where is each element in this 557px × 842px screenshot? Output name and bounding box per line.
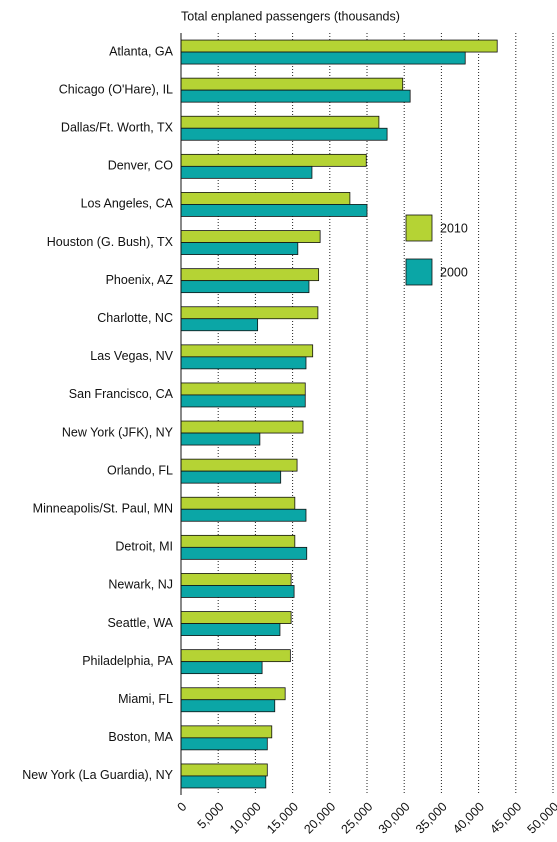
bar [180, 77, 404, 91]
y-tick-label: Chicago (O'Hare), IL [59, 82, 173, 96]
bar [180, 115, 380, 129]
legend-swatch [405, 258, 433, 286]
bar [180, 699, 276, 713]
bar [180, 192, 351, 205]
bar [180, 611, 292, 624]
bar [180, 687, 286, 701]
y-tick-label: Houston (G. Bush), TX [47, 235, 174, 249]
y-tick-label: San Francisco, CA [69, 387, 174, 401]
legend-label: 2010 [440, 221, 468, 235]
bar [180, 649, 291, 663]
bar [180, 153, 367, 167]
bar [180, 89, 411, 103]
bar [180, 763, 268, 777]
bar [180, 204, 368, 217]
bar [180, 737, 268, 751]
bar [180, 280, 310, 294]
legend-label: 2000 [440, 265, 468, 279]
bar [180, 534, 296, 548]
legend-swatch [405, 214, 433, 242]
bar [180, 573, 292, 586]
y-tick-label: Philadelphia, PA [82, 654, 173, 668]
bar [180, 39, 498, 53]
bar [180, 268, 320, 282]
y-tick-label: New York (JFK), NY [62, 425, 174, 439]
x-tick-label: 15,000 [264, 800, 301, 837]
bar [180, 306, 319, 320]
y-tick-label: New York (La Guardia), NY [22, 768, 173, 782]
y-tick-label: Dallas/Ft. Worth, TX [61, 121, 174, 135]
bar [180, 623, 281, 636]
bar [180, 661, 263, 675]
bar [180, 230, 321, 243]
x-tick-label: 40,000 [450, 800, 487, 837]
x-tick-label: 45,000 [487, 800, 524, 837]
bar [180, 585, 295, 598]
y-tick-label: Miami, FL [118, 692, 173, 706]
bar [180, 318, 259, 332]
x-tick-label: 25,000 [339, 800, 376, 837]
bar [180, 458, 298, 472]
x-tick-label: 30,000 [376, 800, 413, 837]
y-tick-label: Atlanta, GA [109, 44, 174, 58]
x-tick-label: 0 [175, 800, 190, 815]
bar [180, 775, 267, 789]
x-tick-label: 50,000 [525, 800, 557, 837]
bar [180, 725, 273, 739]
bar [180, 394, 306, 408]
y-tick-label: Seattle, WA [107, 616, 173, 630]
bar [180, 470, 282, 484]
y-tick-label: Boston, MA [108, 730, 173, 744]
y-tick-label: Charlotte, NC [97, 311, 173, 325]
bar [180, 382, 306, 396]
x-tick-label: 20,000 [301, 800, 338, 837]
x-tick-label: 5,000 [195, 800, 227, 832]
bar [180, 344, 314, 358]
chart-title: Total enplaned passengers (thousands) [181, 9, 400, 23]
y-tick-label: Newark, NJ [108, 578, 173, 592]
y-tick-label: Phoenix, AZ [106, 273, 174, 287]
y-tick-label: Las Vegas, NV [90, 349, 173, 363]
y-tick-label: Minneapolis/St. Paul, MN [33, 502, 173, 516]
x-tick-label: 35,000 [413, 800, 450, 837]
bar [180, 165, 313, 179]
bar [180, 546, 308, 560]
y-tick-label: Los Angeles, CA [81, 197, 174, 211]
y-tick-label: Orlando, FL [107, 463, 173, 477]
bar [180, 508, 307, 522]
bar [180, 420, 304, 434]
bar [180, 127, 388, 141]
bar [180, 356, 307, 370]
x-tick-label: 10,000 [227, 800, 264, 837]
y-tick-label: Detroit, MI [115, 540, 173, 554]
bar [180, 432, 261, 446]
bar [180, 496, 296, 510]
y-tick-label: Denver, CO [108, 159, 174, 173]
bar [180, 242, 299, 255]
bar [180, 51, 466, 65]
